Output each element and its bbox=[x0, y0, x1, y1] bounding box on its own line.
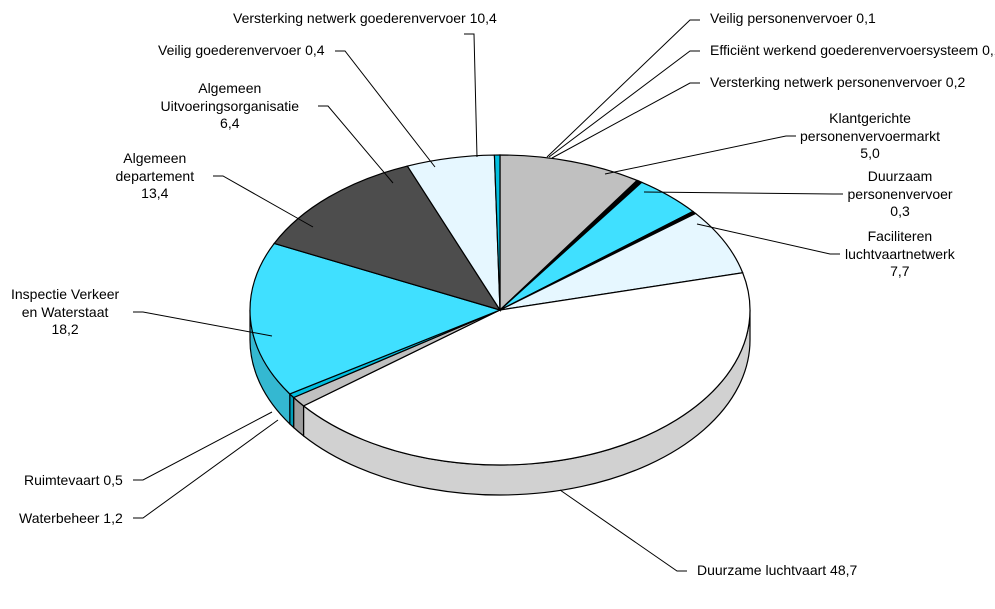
label-line: Faciliteren bbox=[845, 228, 955, 246]
label-line: Inspectie Verkeer bbox=[11, 286, 119, 304]
label-line: Efficiënt werkend goederenvervoersysteem… bbox=[710, 42, 995, 60]
leader-versterking_personen bbox=[552, 83, 700, 158]
leader-versterking_goederen bbox=[464, 34, 477, 157]
label-inspectie: Inspectie Verkeeren Waterstaat18,2 bbox=[11, 286, 119, 339]
label-klantgericht: Klantgerichtepersonenvervoermarkt5,0 bbox=[800, 110, 940, 163]
leader-klantgericht bbox=[605, 136, 796, 174]
label-line: Klantgerichte bbox=[800, 110, 940, 128]
label-line: Duurzaam bbox=[848, 168, 953, 186]
label-line: Duurzame luchtvaart 48,7 bbox=[697, 562, 857, 580]
label-faciliteren_luchtvaart: Faciliterenluchtvaartnetwerk7,7 bbox=[845, 228, 955, 281]
label-line: Waterbeheer 1,2 bbox=[19, 510, 123, 528]
label-alg_uitvoering: AlgemeenUitvoeringsorganisatie6,4 bbox=[161, 80, 300, 133]
leader-alg_uitvoering bbox=[318, 106, 393, 183]
label-line: Algemeen bbox=[116, 150, 195, 168]
label-duurzaam_personen: Duurzaampersonenvervoer0,3 bbox=[848, 168, 953, 221]
label-line: personenvervoermarkt bbox=[800, 128, 940, 146]
label-veilig_goederen: Veilig goederenvervoer 0,4 bbox=[158, 42, 325, 60]
label-line: 18,2 bbox=[11, 321, 119, 339]
label-line: 5,0 bbox=[800, 145, 940, 163]
label-line: Algemeen bbox=[161, 80, 300, 98]
label-versterking_personen: Versterking netwerk personenvervoer 0,2 bbox=[710, 74, 965, 92]
label-ruimtevaart: Ruimtevaart 0,5 bbox=[24, 472, 123, 490]
label-line: personenvervoer bbox=[848, 186, 953, 204]
label-line: Ruimtevaart 0,5 bbox=[24, 472, 123, 490]
leader-veilig_goederen bbox=[335, 51, 435, 167]
leader-duurzaam_personen bbox=[644, 192, 843, 194]
label-waterbeheer: Waterbeheer 1,2 bbox=[19, 510, 123, 528]
label-line: 7,7 bbox=[845, 263, 955, 281]
label-line: Versterking netwerk personenvervoer 0,2 bbox=[710, 74, 965, 92]
label-line: 13,4 bbox=[116, 185, 195, 203]
label-efficient_goederen: Efficiënt werkend goederenvervoersysteem… bbox=[710, 42, 995, 60]
leader-veilig_personen bbox=[547, 20, 700, 157]
label-line: Veilig personenvervoer 0,1 bbox=[710, 10, 876, 28]
leader-duurzame_luchtvaart bbox=[560, 490, 687, 571]
label-duurzame_luchtvaart: Duurzame luchtvaart 48,7 bbox=[697, 562, 857, 580]
label-veilig_personen: Veilig personenvervoer 0,1 bbox=[710, 10, 876, 28]
pie-chart-3d: Versterking netwerk goederenvervoer 10,4… bbox=[0, 0, 995, 609]
label-alg_departement: Algemeendepartement13,4 bbox=[116, 150, 195, 203]
label-line: departement bbox=[116, 168, 195, 186]
leader-waterbeheer bbox=[133, 420, 278, 518]
label-line: 6,4 bbox=[161, 115, 300, 133]
label-line: Versterking netwerk goederenvervoer 10,4 bbox=[233, 10, 497, 28]
label-versterking_goederen: Versterking netwerk goederenvervoer 10,4 bbox=[233, 10, 497, 28]
label-line: Veilig goederenvervoer 0,4 bbox=[158, 42, 325, 60]
label-line: Uitvoeringsorganisatie bbox=[161, 98, 300, 116]
leader-ruimtevaart bbox=[133, 412, 272, 480]
label-line: luchtvaartnetwerk bbox=[845, 246, 955, 264]
label-line: 0,3 bbox=[848, 203, 953, 221]
leader-efficient_goederen bbox=[549, 51, 700, 157]
label-line: en Waterstaat bbox=[11, 304, 119, 322]
